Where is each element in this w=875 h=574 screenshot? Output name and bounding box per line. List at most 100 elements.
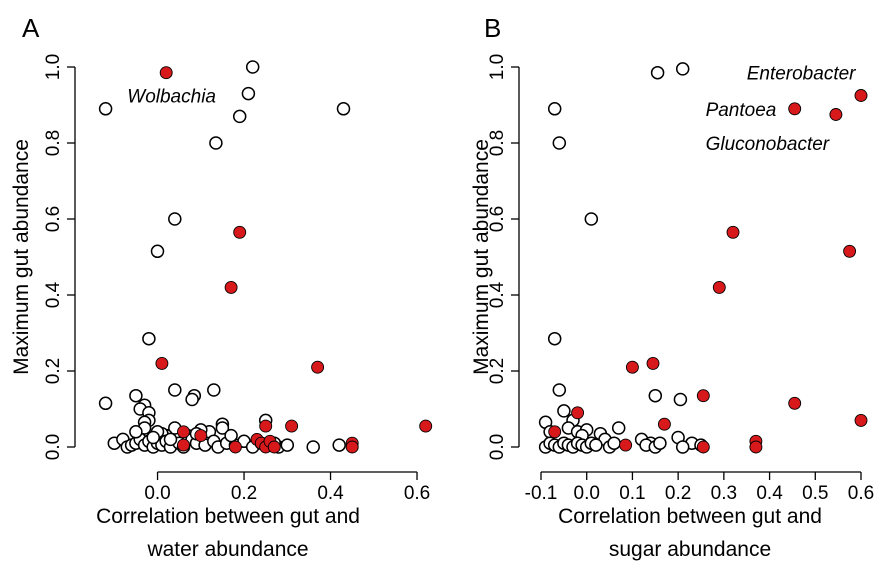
annotation-label: Gluconobacter [706,134,830,155]
highlighted-point [726,225,740,239]
highlighted-point [571,406,585,420]
x-axis-title-line: Correlation between gut and [558,505,822,528]
open-point [547,102,562,116]
highlighted-point [749,440,763,454]
open-point [209,136,223,150]
open-point [98,102,113,116]
highlighted-point [625,360,639,374]
y-axis-title: Maximum gut abundance [470,139,493,375]
open-point [589,438,603,452]
x-axis-title-line: water abundance [146,538,308,561]
open-point [675,62,690,76]
open-point [280,438,295,452]
highlighted-point [696,440,710,454]
highlighted-point [224,280,238,294]
open-point [150,244,165,259]
y-tick-label: 0.6 [43,206,64,232]
y-tick-label: 0.0 [43,434,64,460]
open-point [306,440,320,454]
x-tick-label: -0.1 [525,483,558,504]
open-point [245,60,260,74]
y-tick-label: 0.4 [43,281,64,308]
open-point [142,331,156,346]
x-axis-title-line: sugar abundance [609,538,771,561]
highlighted-point [843,244,857,258]
y-axis-title: Maximum gut abundance [10,139,33,375]
highlighted-point [854,89,868,102]
open-point [557,404,571,418]
y-tick-label: 0.2 [487,358,508,384]
highlighted-point [311,360,325,374]
highlighted-point [657,417,671,431]
highlighted-point [829,108,843,121]
highlighted-point [696,389,710,403]
y-tick-label: 0.4 [487,281,508,308]
highlighted-point [854,413,868,427]
open-point [185,392,199,407]
highlighted-point [419,419,433,433]
highlighted-point [712,280,726,294]
x-tick-label: 0.5 [802,483,828,504]
open-point [168,383,182,397]
open-point [163,432,178,447]
x-tick-label: 0.6 [404,483,430,504]
open-point [232,109,247,124]
open-point [547,331,562,346]
open-point [650,65,665,80]
open-point [241,86,256,101]
x-tick-label: 0.0 [144,483,170,504]
y-tick-label: 0.6 [487,206,508,232]
x-tick-label: 0.0 [574,483,600,504]
open-point [653,436,667,450]
panel-label-b: B [484,13,501,43]
open-point [146,430,160,445]
open-point [129,425,143,439]
y-tick-label: 1.0 [43,54,64,80]
highlighted-point [233,225,247,239]
open-point [168,212,182,226]
highlighted-point [194,429,208,443]
highlighted-point [548,425,562,439]
highlighted-point [345,440,359,454]
highlighted-point [228,440,242,454]
open-point [215,421,230,435]
x-tick-label: 0.2 [665,483,691,504]
open-point [673,392,688,407]
open-point [224,428,238,443]
x-axis-title-line: Correlation between gut and [96,505,360,528]
open-point [207,383,221,397]
highlighted-point [159,66,173,80]
highlighted-point [267,440,281,454]
open-point [98,396,113,411]
open-point [675,440,690,454]
highlighted-point [259,419,273,433]
y-tick-label: 1.0 [487,54,508,80]
open-point [611,421,626,435]
annotation-label: Pantoea [706,100,777,121]
highlighted-point [155,356,169,370]
annotation-label: Enterobacter [747,64,856,85]
panel-label-a: A [22,13,40,43]
y-tick-label: 0.8 [43,130,64,156]
x-tick-label: 0.6 [848,483,874,504]
open-point [552,383,567,397]
y-tick-label: 0.2 [43,358,64,384]
x-tick-label: 0.3 [711,483,737,504]
highlighted-point [177,425,190,439]
x-tick-label: 0.4 [317,483,344,504]
highlighted-point [646,356,660,370]
highlighted-point [619,438,633,452]
highlighted-point [285,419,299,433]
highlighted-point [788,102,802,116]
highlighted-point [177,438,190,452]
open-point [648,388,663,403]
open-point [336,102,351,116]
annotation-label: Wolbachia [127,87,216,108]
y-tick-label: 0.0 [487,434,508,460]
highlighted-point [788,396,802,410]
open-point [129,388,143,403]
open-point [607,436,621,450]
x-tick-label: 0.2 [231,483,257,504]
